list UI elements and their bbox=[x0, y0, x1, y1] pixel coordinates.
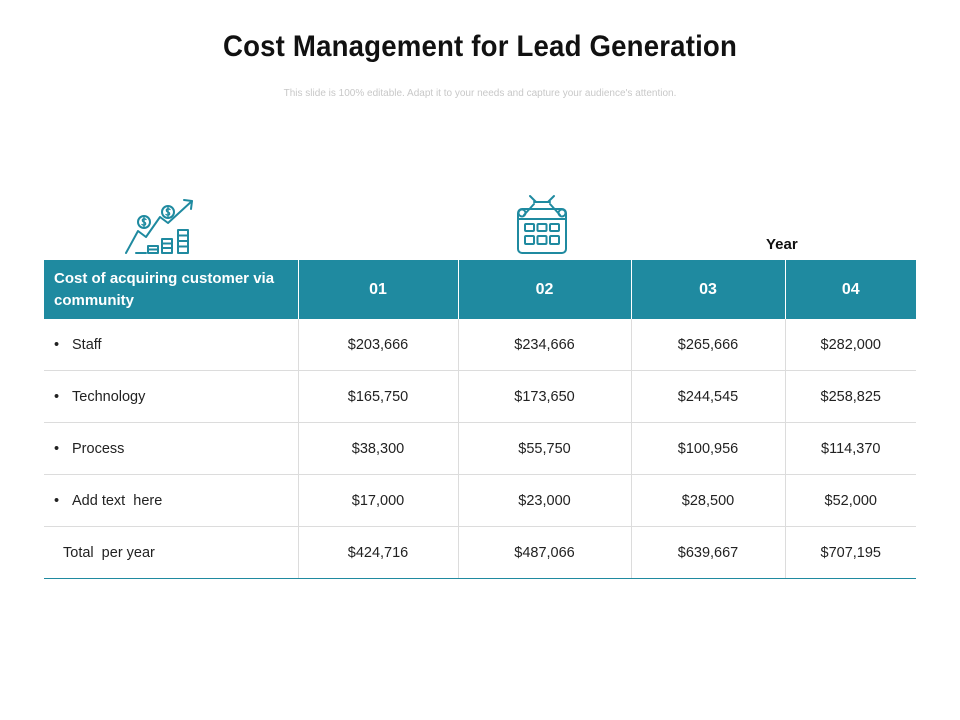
table-header-row: Cost of acquiring customer via community… bbox=[44, 260, 916, 319]
row-label-technology: Technology bbox=[72, 388, 146, 405]
bullet: • bbox=[54, 492, 60, 509]
table-row: • Add text here $17,000 $23,000 $28,500 $… bbox=[44, 474, 916, 527]
row-label-total: Total per year bbox=[63, 544, 155, 561]
cost-table: Cost of acquiring customer via community… bbox=[44, 260, 916, 579]
total-value: $639,667 bbox=[631, 526, 786, 579]
cell-value: $173,650 bbox=[458, 370, 632, 423]
cell-value: $17,000 bbox=[298, 474, 459, 527]
slide-title: Cost Management for Lead Generation bbox=[222, 30, 738, 63]
cell-value: $23,000 bbox=[458, 474, 632, 527]
cell-value: $258,825 bbox=[785, 370, 916, 423]
header-year-01: 01 bbox=[298, 260, 459, 319]
bullet: • bbox=[54, 336, 60, 353]
cell-value: $55,750 bbox=[458, 422, 632, 475]
header-year-03: 03 bbox=[631, 260, 786, 319]
total-value: $487,066 bbox=[458, 526, 632, 579]
cell-value: $28,500 bbox=[631, 474, 786, 527]
bullet: • bbox=[54, 440, 60, 457]
cell-value: $244,545 bbox=[631, 370, 786, 423]
header-year-02: 02 bbox=[458, 260, 632, 319]
table-row: • Technology $165,750 $173,650 $244,545 $… bbox=[44, 370, 916, 423]
cell-value: $114,370 bbox=[785, 422, 916, 475]
table-total-row: Total per year $424,716 $487,066 $639,66… bbox=[44, 526, 916, 579]
cell-value: $100,956 bbox=[631, 422, 786, 475]
bullet: • bbox=[54, 388, 60, 405]
total-value: $707,195 bbox=[785, 526, 916, 579]
row-label-add-text: Add text here bbox=[72, 492, 163, 509]
cell-value: $265,666 bbox=[631, 319, 786, 371]
cell-value: $165,750 bbox=[298, 370, 459, 423]
calendar-icon bbox=[510, 193, 574, 257]
cell-value: $282,000 bbox=[785, 319, 916, 371]
total-value: $424,716 bbox=[298, 526, 459, 579]
cell-value: $38,300 bbox=[298, 422, 459, 475]
cell-value: $52,000 bbox=[785, 474, 916, 527]
year-label: Year bbox=[766, 236, 798, 253]
header-year-04: 04 bbox=[785, 260, 916, 319]
header-label: Cost of acquiring customer via community bbox=[44, 260, 299, 319]
growth-chart-dollar-icon bbox=[124, 195, 198, 257]
slide-subtitle: This slide is 100% editable. Adapt it to… bbox=[283, 88, 677, 99]
cell-value: $234,666 bbox=[458, 319, 632, 371]
cell-value: $203,666 bbox=[298, 319, 459, 371]
table-row: • Process $38,300 $55,750 $100,956 $114,3… bbox=[44, 422, 916, 475]
table-row: • Staff $203,666 $234,666 $265,666 $282,0… bbox=[44, 319, 916, 371]
row-label-staff: Staff bbox=[72, 336, 102, 353]
row-label-process: Process bbox=[72, 440, 125, 457]
